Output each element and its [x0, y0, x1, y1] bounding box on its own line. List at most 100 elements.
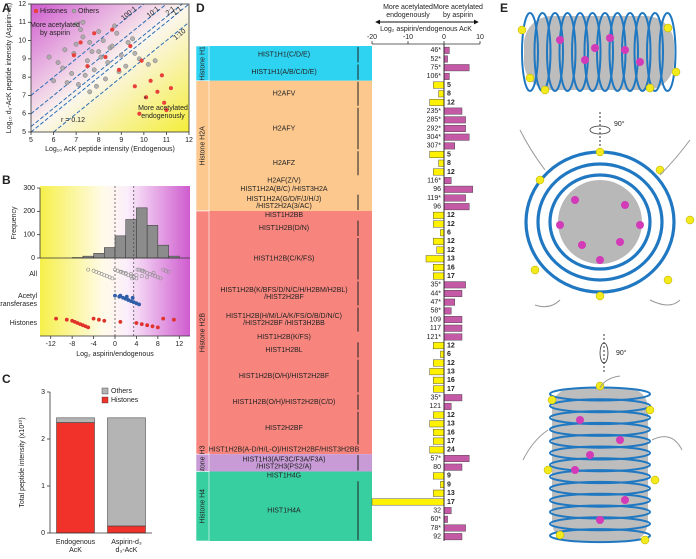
text-line: transferases: [0, 301, 37, 308]
histone-tail: [599, 375, 621, 389]
site-label: 6: [447, 351, 451, 358]
histone-tail: [659, 139, 691, 176]
other-point: [91, 67, 97, 73]
ratio-label: 2:1: [165, 5, 177, 17]
protein-label: HIST2H2BF: [265, 425, 303, 432]
strip-point: [139, 274, 144, 279]
other-point: [85, 58, 90, 64]
strip-point: [91, 316, 96, 321]
x-axis-label: Log₂ aspirin/endogenous: [76, 351, 154, 358]
x-tick-label: Aspirin-d₃ d₃-AcK: [111, 539, 142, 554]
protein-label: HIST1H4A: [267, 507, 301, 514]
site-label: 12: [447, 412, 455, 419]
text-line: More acetylated: [433, 4, 483, 11]
site-label: 78*: [430, 525, 441, 532]
site-label: 116*: [427, 177, 441, 184]
site-bar: [443, 64, 470, 72]
site-label: 117: [430, 325, 441, 332]
other-point: [89, 49, 95, 54]
acetyl-site: [581, 56, 589, 64]
strip-point: [151, 270, 156, 275]
aspirin-site: [645, 405, 655, 415]
protein-label: HIST1H2A(B/C) /HIST3H2A: [240, 186, 327, 193]
text-line: endogenously: [141, 113, 185, 120]
ratio-line: [30, 3, 145, 96]
strip-point: [172, 317, 176, 322]
x-tick-label: 4: [134, 341, 138, 348]
other-point: [94, 83, 99, 89]
strip-point: [110, 276, 115, 281]
site-bar: [443, 46, 450, 54]
site-bar: [443, 515, 448, 523]
panel-label: A: [2, 1, 11, 15]
site-bar: [438, 90, 445, 98]
site-label: 17: [447, 499, 455, 506]
ratio-line: [30, 3, 190, 133]
dna-strand: [549, 421, 651, 437]
site-label: 46*: [430, 47, 441, 54]
site-label: 80: [433, 464, 441, 471]
site-label: 17: [447, 273, 455, 280]
annotation: *: [144, 96, 147, 103]
site-bar: [443, 142, 456, 150]
site-label: 6: [447, 230, 451, 237]
legend-label: Histones: [111, 397, 139, 404]
dna-strand: [658, 12, 677, 92]
site-bar: [440, 350, 445, 358]
site-label: 13: [447, 256, 455, 263]
protein-label: HIST1H2B(D/N): [259, 225, 309, 232]
histone-point: [110, 27, 115, 32]
group-label: Histone H2B: [199, 313, 206, 353]
aspirin-site: [525, 73, 535, 83]
site-label: 24: [447, 447, 455, 454]
site-bar: [429, 420, 445, 428]
protein-label: HIST1H2BL: [265, 347, 302, 354]
site-bar: [429, 151, 445, 158]
protein-label: HIST1H2B(A-D/H/L-O)/HIST2H2BF/HIST3H2BB: [209, 447, 360, 454]
strip-point: [113, 293, 117, 298]
acetyl-site: [616, 436, 624, 444]
aspirin-site: [650, 475, 660, 485]
site-bar: [443, 298, 456, 306]
other-point: [109, 43, 115, 49]
text-line: /HIST2H2BF: [264, 294, 304, 301]
text-line: /HIST2H2A(3/AC): [256, 203, 312, 210]
strip-point: [158, 276, 163, 281]
site-bar: [443, 55, 448, 63]
x-tick-label: 11: [163, 137, 170, 144]
strip-point: [155, 325, 160, 330]
rotation-label: 90°: [614, 120, 625, 128]
y-tick-label: 5: [22, 129, 26, 136]
acetyl-site: [596, 516, 604, 524]
y-tick-label: 11: [19, 19, 26, 26]
group-label: Histone H4: [199, 489, 206, 524]
site-label: 8: [447, 160, 451, 167]
histone-point: [92, 31, 97, 36]
histone-point: [71, 53, 76, 58]
other-point: [76, 82, 81, 87]
y-tick-label: 3: [41, 389, 45, 396]
legend-marker: [71, 8, 77, 14]
histone-point: [128, 43, 133, 49]
other-point: [64, 80, 70, 86]
acetyl-site: [621, 46, 629, 54]
acetyl-site: [616, 238, 624, 246]
site-label: 12: [447, 221, 455, 228]
y-tick-label: 1: [41, 483, 45, 490]
site-label: 12: [447, 99, 455, 106]
site-bar: [433, 237, 445, 245]
histone-point: [148, 78, 153, 83]
stacked-bar: [107, 417, 146, 527]
protein-label: HIST1H2B(O/H)/HIST2H2BF: [239, 373, 329, 380]
site-bar: [443, 177, 452, 185]
histone-point: [137, 111, 142, 116]
strip-point: [97, 317, 101, 322]
protein-label: HIST1H2B(O/H)/HIST2H2B(C/D): [233, 399, 336, 406]
site-label: 92: [433, 534, 441, 541]
histone-point: [164, 107, 169, 113]
other-point: [145, 61, 151, 67]
dna-strand: [596, 12, 614, 92]
site-bar: [438, 159, 445, 167]
y-tick-label: 200: [23, 208, 35, 215]
